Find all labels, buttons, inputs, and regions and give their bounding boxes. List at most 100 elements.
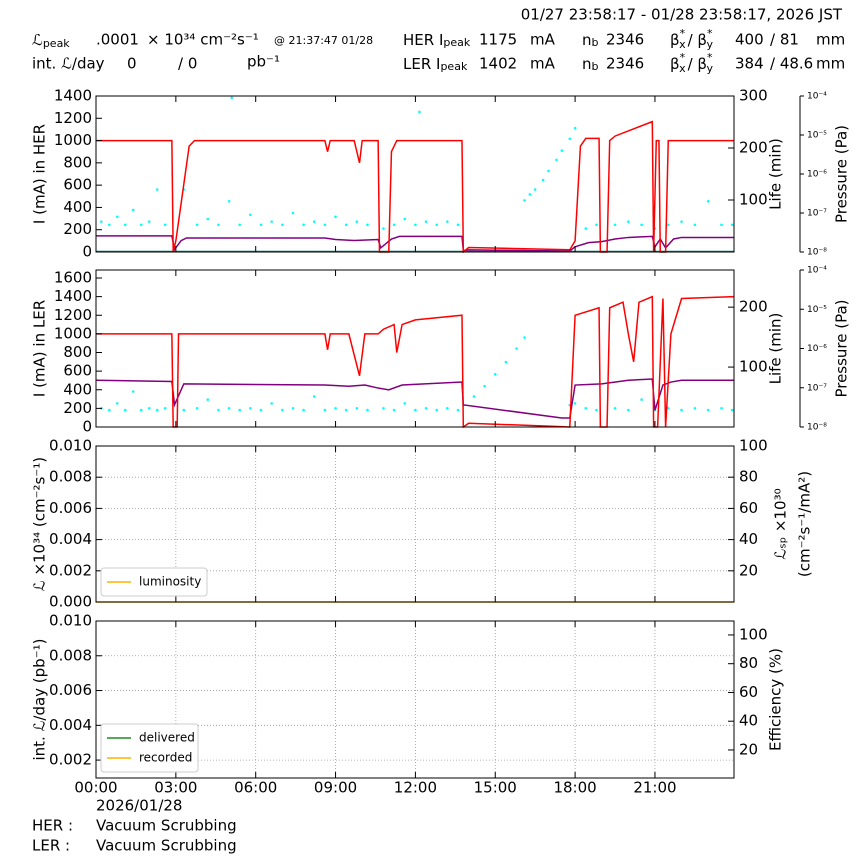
superscript: * (707, 51, 713, 64)
y2-tick-label: 300 (739, 87, 768, 105)
y2-axis-label: ℒₛₚ ×10³⁰ (772, 488, 790, 559)
label: HER I (403, 31, 443, 49)
point (227, 406, 231, 410)
legend: luminosity (100, 567, 208, 597)
point (392, 408, 396, 412)
lum-peak-value: .0001 (96, 31, 139, 49)
legend-box (100, 567, 208, 597)
ring-current-unit: mA (530, 31, 556, 49)
point (446, 406, 449, 410)
y-tick-label: 1200 (54, 306, 92, 324)
y2-tick-label: 80 (739, 468, 758, 486)
point (323, 408, 327, 412)
y-tick-label: 0.008 (49, 646, 92, 664)
x-tick-label: 06:00 (234, 779, 277, 797)
date: 2026/01/28 (96, 797, 182, 815)
lum-peak-unit: × 10³⁴ cm⁻²s⁻¹ (147, 31, 259, 49)
y2-tick-label: 40 (739, 530, 758, 548)
point (706, 408, 710, 412)
y3-tick-label: 10⁻⁴ (807, 92, 827, 102)
point (238, 408, 242, 412)
bunch-number: 2346 (606, 55, 644, 73)
point (403, 217, 407, 221)
point (573, 126, 577, 130)
superscript: * (680, 27, 686, 40)
series-group (96, 295, 734, 428)
point (100, 220, 103, 223)
point (666, 223, 670, 227)
ler-label: LER : (32, 837, 70, 855)
point (693, 406, 697, 410)
y2-tick-label: 200 (739, 298, 768, 316)
point (382, 227, 385, 230)
y-axis-label: I (mA) in HER (31, 124, 49, 224)
point (666, 406, 670, 410)
point (108, 223, 111, 227)
ring-rows: HER Ipeak 1175 mA nb 2346 β* x / β* y 400/ 81 mmLE… (403, 27, 845, 75)
ler-status: Vacuum Scrubbing (96, 837, 237, 855)
legend-label: recorded (139, 751, 192, 765)
point (456, 408, 460, 412)
y3-tick-label: 10⁻⁵ (807, 305, 827, 315)
her-label: HER : (32, 817, 73, 835)
point (424, 220, 428, 223)
point (595, 223, 598, 227)
subscript: b (592, 36, 599, 49)
x-tick-label: 12:00 (394, 779, 437, 797)
y2-tick-label: 60 (739, 683, 758, 701)
point (108, 408, 111, 412)
panel: 0200400600800100012001400160010020010⁻⁸1… (31, 266, 851, 436)
beta-y: / 81 (770, 31, 799, 49)
label: n (582, 55, 592, 73)
point (414, 408, 417, 412)
point (230, 96, 234, 100)
point (270, 220, 273, 223)
point (155, 408, 159, 412)
point (613, 406, 617, 410)
point (217, 223, 220, 227)
point (627, 408, 630, 412)
y-tick-label: 0.008 (49, 468, 92, 486)
lum-peak-time: @ 21:37:47 01/28 (274, 34, 373, 47)
series-line (96, 378, 734, 419)
point (424, 406, 428, 410)
y-axis-label: I (mA) in LER (31, 300, 49, 397)
point (291, 211, 295, 215)
y-tick-label: 1000 (54, 324, 92, 342)
symbol: ℒ (32, 31, 43, 49)
point (613, 223, 617, 227)
point (730, 408, 734, 412)
subscript: peak (443, 36, 470, 49)
header: 01/27 23:58:17 - 01/28 23:58:17, 2026 JS… (32, 6, 845, 76)
point (573, 402, 577, 405)
point (493, 373, 497, 376)
point (182, 408, 186, 412)
point (366, 223, 369, 227)
point (504, 360, 508, 364)
y2-tick-label: 100 (739, 191, 768, 209)
subscript: y (707, 38, 714, 51)
y2-tick-label: 40 (739, 712, 758, 730)
point (302, 408, 305, 412)
point (706, 199, 710, 203)
y-tick-label: 0.000 (49, 593, 92, 611)
point (418, 110, 421, 114)
y-tick-label: 800 (63, 153, 92, 171)
y-tick-label: 600 (63, 362, 92, 380)
series-line (96, 295, 734, 428)
lum-peak-label: ℒpeak (32, 31, 70, 51)
x-tick-label: 00:00 (74, 779, 117, 797)
beta-x: 384 (735, 55, 764, 73)
superscript: * (707, 27, 713, 40)
point (640, 398, 643, 401)
point (302, 223, 305, 227)
y3-tick-label: 10⁻⁷ (807, 209, 827, 219)
charts: 020040060080010001200140010020030010⁻⁸10… (31, 87, 851, 797)
point (115, 402, 119, 405)
y2-axis-label: Life (min) (767, 138, 785, 210)
y2-tick-label: 80 (739, 654, 758, 672)
label: LER I (403, 55, 440, 73)
ring-current-unit: mA (530, 55, 556, 73)
x-tick-label: 15:00 (474, 779, 517, 797)
